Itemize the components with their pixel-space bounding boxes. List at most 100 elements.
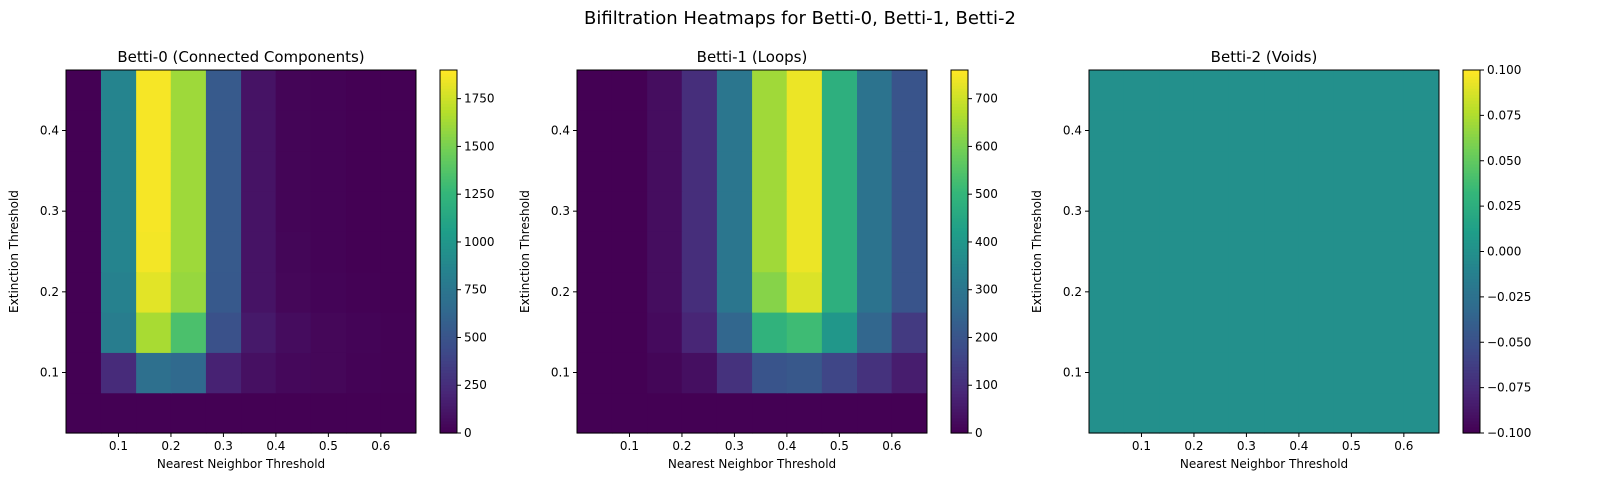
heatmap-cell [241, 150, 277, 192]
colorbar-tick-label: 1250 [464, 187, 495, 201]
heatmap-cell [136, 110, 172, 152]
colorbar-swatch [440, 181, 457, 186]
colorbar-swatch [951, 136, 968, 141]
heatmap-cell [380, 231, 417, 273]
colorbar-swatch [951, 130, 968, 135]
heatmap-cell [786, 392, 823, 434]
heatmap-cell [611, 271, 648, 313]
colorbar-swatch [1463, 293, 1480, 298]
heatmap-cell [752, 271, 788, 313]
colorbar-swatch [440, 106, 457, 110]
colorbar-swatch [440, 348, 457, 352]
heatmap-cell [310, 352, 347, 394]
colorbar-swatch [951, 290, 968, 295]
colorbar-swatch [951, 124, 968, 129]
heatmap-cell [241, 352, 277, 394]
colorbar-swatch [951, 172, 968, 177]
colorbar: 0 100 200 300 400 500 600 700 [950, 69, 998, 440]
colorbar-swatch [951, 115, 968, 120]
colorbar-swatch [1463, 76, 1480, 80]
colorbar: −0.100 −0.075 −0.050 −0.025 0.000 0.025 0.050 0… [1462, 63, 1531, 440]
colorbar-swatch [951, 336, 968, 340]
heatmap-cell [681, 110, 718, 152]
colorbar-swatch [951, 94, 968, 98]
colorbar-swatch [1463, 345, 1480, 349]
colorbar-swatch [1463, 429, 1480, 434]
colorbar-swatch [440, 206, 457, 210]
colorbar-swatch [951, 384, 968, 389]
x-tick-label: 0.4 [266, 439, 285, 453]
colorbar-swatch [440, 426, 457, 431]
heatmap-cell [1403, 392, 1440, 434]
colorbar-swatch [1463, 233, 1480, 237]
heatmap-panel-2: Betti-2 (Voids) 0.1 0.2 0.3 0.4 0.5 0.6 0.1 0.2 0… [1030, 48, 1531, 471]
colorbar-tick-label: 500 [464, 330, 487, 344]
colorbar-swatch [951, 293, 968, 298]
colorbar-swatch [440, 154, 457, 159]
heatmap-cell [857, 231, 893, 273]
colorbar-swatch [951, 299, 968, 304]
heatmap-cell [1403, 312, 1440, 353]
colorbar-swatch [440, 429, 457, 434]
colorbar-swatch [951, 118, 968, 123]
heatmap-cell [346, 392, 382, 434]
colorbar-swatch [440, 330, 457, 334]
colorbar-swatch [1463, 130, 1480, 135]
x-tick-label: 0.1 [109, 439, 128, 453]
colorbar-tick-label: 0.025 [1487, 199, 1521, 213]
colorbar-swatch [1463, 85, 1480, 89]
colorbar-swatch [951, 103, 968, 107]
heatmap-cell [346, 231, 382, 273]
colorbar-swatch [1463, 251, 1480, 256]
heatmap-cell [380, 150, 417, 192]
heatmap-cell [346, 110, 382, 152]
colorbar-swatch [440, 405, 457, 410]
colorbar-swatch [1463, 426, 1480, 431]
colorbar-swatch [1463, 272, 1480, 277]
heatmap-cell [576, 392, 613, 434]
heatmap-cell [1369, 271, 1405, 313]
colorbar-swatch [440, 275, 457, 280]
heatmap-cell [647, 352, 683, 394]
colorbar-swatch [440, 269, 457, 274]
colorbar-swatch [1463, 408, 1480, 413]
colorbar-swatch [1463, 245, 1480, 250]
panel-title: Betti-0 (Connected Components) [117, 48, 364, 66]
colorbar-swatch [440, 212, 457, 216]
heatmap-cell [170, 231, 207, 273]
colorbar-tick-label: 0 [464, 426, 472, 440]
colorbar-swatch [440, 178, 457, 183]
colorbar-swatch [951, 354, 968, 358]
heatmap-cell [821, 352, 858, 394]
heatmap-cell [205, 312, 242, 353]
colorbar-swatch [951, 269, 968, 274]
heatmap-cell [1123, 150, 1160, 192]
colorbar-swatch [440, 136, 457, 141]
heatmap-cell [380, 352, 417, 394]
heatmap-cell [821, 392, 858, 434]
colorbar-swatch [440, 151, 457, 156]
heatmap-cell [1159, 392, 1195, 434]
heatmap-cell [752, 110, 788, 152]
heatmap-cell [891, 231, 928, 273]
heatmap-panels: Betti-0 (Connected Components) 0.1 0.2 0.3 0… [7, 48, 1531, 471]
heatmap-cell [275, 70, 312, 111]
colorbar-swatch [951, 330, 968, 334]
colorbar-tick-label: 1500 [464, 139, 495, 153]
heatmap-cell [1403, 150, 1440, 192]
heatmap-cell [1298, 110, 1335, 152]
heatmap-cell [1088, 352, 1125, 394]
heatmap-cell [100, 191, 137, 232]
colorbar-swatch [440, 278, 457, 283]
heatmap-cell [786, 271, 823, 313]
colorbar: 0 250 500 750 1000 1250 1500 1750 [439, 69, 495, 440]
colorbar-swatch [1463, 315, 1480, 319]
heatmap-cell [1369, 392, 1405, 434]
heatmap-cell [1228, 110, 1265, 152]
heatmap-cells [65, 70, 417, 434]
heatmap-cell [1228, 191, 1265, 232]
heatmap-cell [611, 70, 648, 111]
heatmap-cell [1159, 312, 1195, 353]
colorbar-swatch [951, 408, 968, 413]
colorbar-swatch [440, 357, 457, 362]
